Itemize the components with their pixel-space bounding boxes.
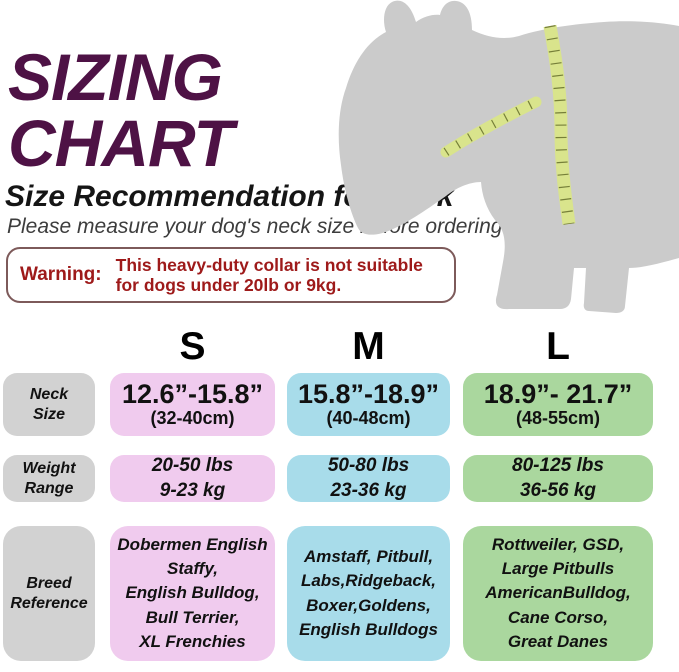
dog-silhouette-image	[334, 0, 679, 315]
row-label-neck-size: Neck Size	[3, 373, 95, 436]
weight-range-cell-s: 20-50 lbs 9-23 kg	[110, 455, 275, 502]
neck-size-cell-l: 18.9”- 21.7” (48-55cm)	[463, 373, 653, 436]
breed-reference-cell-l: Rottweiler, GSD, Large Pitbulls American…	[463, 526, 653, 661]
weight-range-cell-m: 50-80 lbs 23-36 kg	[287, 455, 450, 502]
weight-range-cell-l: 80-125 lbs 36-56 kg	[463, 455, 653, 502]
neck-size-inches-m: 15.8”-18.9”	[297, 379, 440, 410]
table-row-neck-size: Neck Size 12.6”-15.8” (32-40cm) 15.8”-18…	[0, 373, 679, 436]
table-header-row: S M L	[0, 325, 679, 369]
column-header-l: L	[546, 325, 570, 368]
column-header-s: S	[179, 325, 206, 368]
breed-reference-cell-m: Amstaff, Pitbull, Labs,Ridgeback, Boxer,…	[287, 526, 450, 661]
neck-size-cm-l: (48-55cm)	[515, 407, 601, 428]
row-label-weight-range: Weight Range	[3, 455, 95, 502]
warning-message: This heavy-duty collar is not suitable f…	[115, 254, 423, 295]
neck-size-cell-s: 12.6”-15.8” (32-40cm)	[110, 373, 275, 436]
neck-size-cm-s: (32-40cm)	[150, 407, 235, 428]
dog-with-measuring-tape-icon	[338, 0, 679, 314]
neck-size-cell-m: 15.8”-18.9” (40-48cm)	[287, 373, 450, 436]
breed-reference-cell-s: Dobermen English Staffy, English Bulldog…	[110, 526, 275, 661]
dog-body-shape	[338, 0, 679, 314]
table-row-weight-range: Weight Range 20-50 lbs 9-23 kg 50-80 lbs…	[0, 455, 679, 502]
measuring-tape-icon	[440, 24, 576, 225]
column-header-m: M	[352, 325, 385, 368]
page-title: SIZING CHART	[8, 40, 234, 180]
neck-size-inches-s: 12.6”-15.8”	[121, 379, 264, 410]
warning-label: Warning:	[20, 264, 102, 285]
warning-box: Warning: This heavy-duty collar is not s…	[6, 247, 456, 303]
row-label-breed-reference: Breed Reference	[3, 526, 95, 661]
neck-size-inches-l: 18.9”- 21.7”	[483, 379, 633, 410]
neck-size-cm-m: (40-48cm)	[326, 407, 411, 428]
table-row-breed-reference: Breed Reference Dobermen English Staffy,…	[0, 526, 679, 661]
